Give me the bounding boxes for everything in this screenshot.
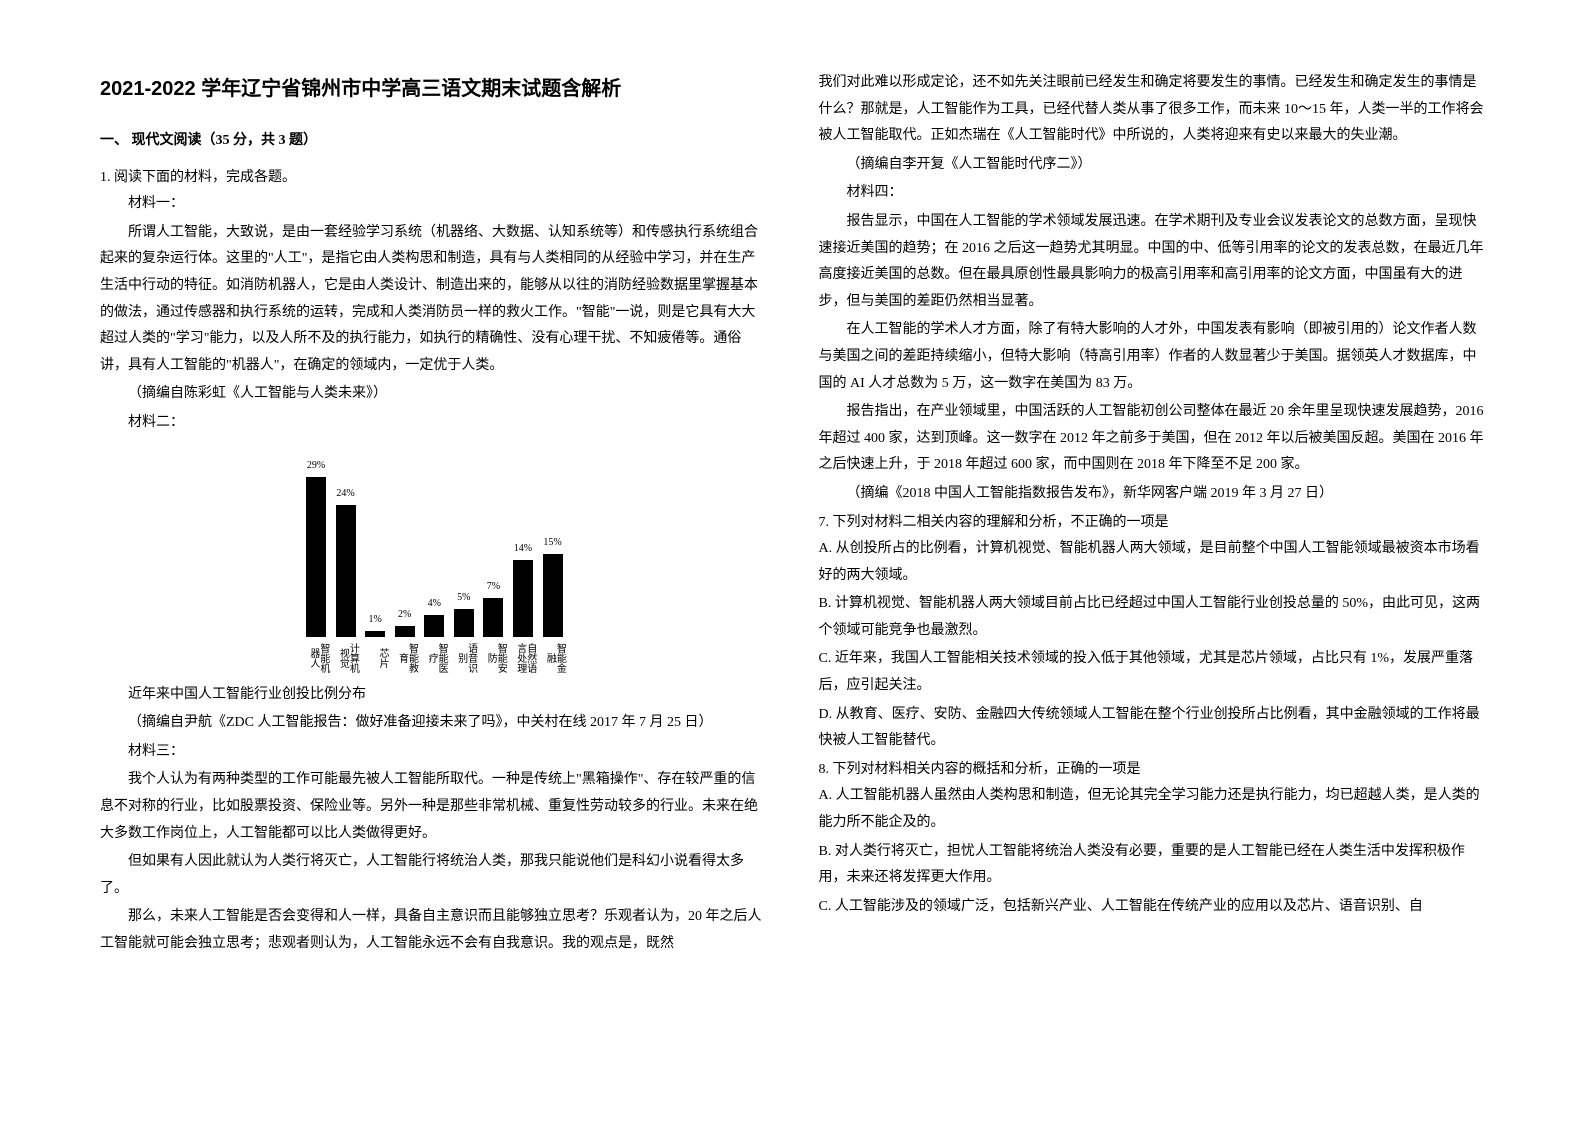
chart-bars: 29%24%1%2%4%5%7%14%15% [304, 472, 564, 637]
bar [395, 626, 415, 637]
bar-group: 2% [393, 605, 417, 637]
bar [336, 505, 356, 637]
bar-group: 29% [304, 456, 328, 637]
q7-option-c: C. 近年来，我国人工智能相关技术领域的投入低于其他领域，尤其是芯片领域，占比只… [819, 646, 1488, 699]
chart-x-labels: 智能机器人计算机视觉芯片智能教育智能医疗语音识别智能安防自然语言处理智能金融 [304, 639, 564, 677]
x-axis-label: 智能机器人 [304, 639, 328, 677]
bar [424, 615, 444, 637]
x-axis-label: 芯片 [363, 639, 387, 677]
col2-para-1: 我们对此难以形成定论，还不如先关注眼前已经发生和确定将要发生的事情。已经发生和确… [819, 70, 1488, 150]
material-3-source: （摘编自李开复《人工智能时代序二》） [819, 152, 1488, 179]
bar [306, 477, 326, 637]
bar-value-label: 14% [514, 539, 532, 558]
x-axis-label: 智能安防 [482, 639, 506, 677]
x-axis-label: 智能教育 [393, 639, 417, 677]
q7-option-b: B. 计算机视觉、智能机器人两大领域目前占比已经超过中国人工智能行业创投总量的 … [819, 591, 1488, 644]
material-1-source: （摘编自陈彩虹《人工智能与人类未来》） [100, 381, 769, 408]
bar-group: 1% [363, 610, 387, 637]
bar-group: 15% [541, 533, 565, 637]
document-title: 2021-2022 学年辽宁省锦州市中学高三语文期末试题含解析 [100, 70, 769, 108]
section-header: 一、 现代文阅读（35 分，共 3 题） [100, 128, 769, 155]
material-4-para-1: 报告显示，中国在人工智能的学术领域发展迅速。在学术期刊及专业会议发表论文的总数方… [819, 209, 1488, 315]
x-axis-label: 计算机视觉 [334, 639, 358, 677]
bar [513, 560, 533, 637]
bar-group: 7% [482, 577, 506, 637]
bar-group: 24% [334, 484, 358, 637]
bar-value-label: 24% [336, 484, 354, 503]
q8-option-b: B. 对人类行将灭亡，担忧人工智能将统治人类没有必要，重要的是人工智能已经在人类… [819, 839, 1488, 892]
bar-group: 5% [452, 588, 476, 637]
question-1: 1. 阅读下面的材料，完成各题。 [100, 165, 769, 192]
bar [454, 609, 474, 637]
bar-group: 4% [423, 594, 447, 637]
material-2-label: 材料二： [100, 410, 769, 437]
material-4-para-2: 在人工智能的学术人才方面，除了有特大影响的人才外，中国发表有影响（即被引用的）论… [819, 317, 1488, 397]
bar-value-label: 4% [428, 594, 441, 613]
material-3-para-1: 我个人认为有两种类型的工作可能最先被人工智能所取代。一种是传统上"黑箱操作"、存… [100, 767, 769, 847]
question-7: 7. 下列对材料二相关内容的理解和分析，不正确的一项是 [819, 510, 1488, 537]
material-1-para-1: 所谓人工智能，大致说，是由一套经验学习系统（机器络、大数据、认知系统等）和传感执… [100, 220, 769, 380]
x-axis-label: 语音识别 [452, 639, 476, 677]
q8-option-c: C. 人工智能涉及的领域广泛，包括新兴产业、人工智能在传统产业的应用以及芯片、语… [819, 894, 1488, 921]
x-axis-label: 智能金融 [541, 639, 565, 677]
bar-value-label: 2% [398, 605, 411, 624]
material-3-label: 材料三： [100, 739, 769, 766]
material-3-para-2: 但如果有人因此就认为人类行将灭亡，人工智能行将统治人类，那我只能说他们是科幻小说… [100, 849, 769, 902]
material-3-para-3: 那么，未来人工智能是否会变得和人一样，具备自主意识而且能够独立思考？乐观者认为，… [100, 904, 769, 957]
material-1-label: 材料一： [100, 191, 769, 218]
x-axis-label: 自然语言处理 [511, 639, 535, 677]
bar-value-label: 29% [307, 456, 325, 475]
q8-option-a: A. 人工智能机器人虽然由人类构思和制造，但无论其完全学习能力还是执行能力，均已… [819, 783, 1488, 836]
chart-caption: 近年来中国人工智能行业创投比例分布 [100, 682, 769, 709]
right-column: 我们对此难以形成定论，还不如先关注眼前已经发生和确定将要发生的事情。已经发生和确… [819, 70, 1488, 959]
document-page: 2021-2022 学年辽宁省锦州市中学高三语文期末试题含解析 一、 现代文阅读… [100, 70, 1487, 959]
question-8: 8. 下列对材料相关内容的概括和分析，正确的一项是 [819, 757, 1488, 784]
x-axis-label: 智能医疗 [423, 639, 447, 677]
bar [543, 554, 563, 637]
material-4-source: （摘编《2018 中国人工智能指数报告发布》，新华网客户端 2019 年 3 月… [819, 481, 1488, 508]
q7-option-a: A. 从创投所占的比例看，计算机视觉、智能机器人两大领域，是目前整个中国人工智能… [819, 536, 1488, 589]
bar-value-label: 7% [487, 577, 500, 596]
material-2-source: （摘编自尹航《ZDC 人工智能报告：做好准备迎接未来了吗》，中关村在线 2017… [100, 710, 769, 737]
bar [365, 631, 385, 637]
q7-option-d: D. 从教育、医疗、安防、金融四大传统领域人工智能在整个行业创投所占比例看，其中… [819, 702, 1488, 755]
bar-value-label: 1% [368, 610, 381, 629]
bar [483, 598, 503, 637]
chart-container: 29%24%1%2%4%5%7%14%15% 智能机器人计算机视觉芯片智能教育智… [100, 447, 769, 677]
material-4-label: 材料四： [819, 180, 1488, 207]
left-column: 2021-2022 学年辽宁省锦州市中学高三语文期末试题含解析 一、 现代文阅读… [100, 70, 769, 959]
bar-chart: 29%24%1%2%4%5%7%14%15% 智能机器人计算机视觉芯片智能教育智… [284, 447, 584, 677]
bar-group: 14% [511, 539, 535, 637]
bar-value-label: 5% [457, 588, 470, 607]
bar-value-label: 15% [543, 533, 561, 552]
material-4-para-3: 报告指出，在产业领域里，中国活跃的人工智能初创公司整体在最近 20 余年里呈现快… [819, 399, 1488, 479]
